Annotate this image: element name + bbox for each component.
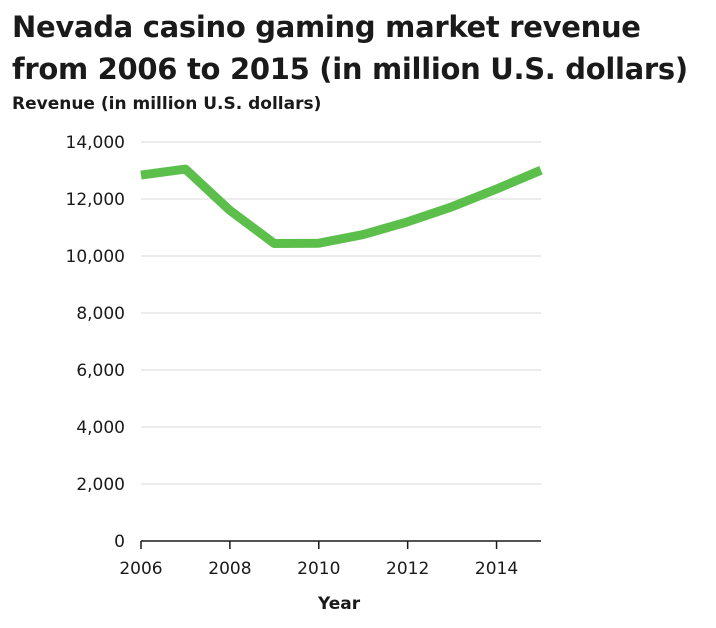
y-tick-label: 0: [114, 532, 125, 552]
chart-title: Nevada casino gaming market revenue from…: [12, 10, 688, 86]
y-tick-label: 14,000: [66, 133, 125, 153]
y-tick-label: 12,000: [66, 190, 125, 210]
y-tick-label: 6,000: [76, 361, 125, 381]
series-line: [140, 164, 543, 248]
x-tick-label: 2014: [475, 559, 518, 579]
x-tick-label: 2012: [386, 559, 429, 579]
y-tick-label: 10,000: [66, 247, 125, 267]
series-layer: [140, 164, 543, 248]
x-tick-label: 2006: [119, 559, 162, 579]
x-tick-label: 2008: [208, 559, 251, 579]
x-axis-label: Year: [318, 594, 361, 614]
y-tick-label: 8,000: [76, 304, 125, 324]
x-tick-label: 2010: [297, 559, 340, 579]
x-axis: 2006 2008 2010 2012 2014: [119, 540, 541, 579]
y-tick-label: 4,000: [76, 418, 125, 438]
y-tick-label: 2,000: [76, 475, 125, 495]
y-axis-ticks: 0 2,000 4,000 6,000 8,000 10,000 12,000 14,000: [66, 133, 125, 552]
y-axis-label: Revenue (in million U.S. dollars): [12, 94, 322, 114]
gridlines: [141, 141, 541, 485]
